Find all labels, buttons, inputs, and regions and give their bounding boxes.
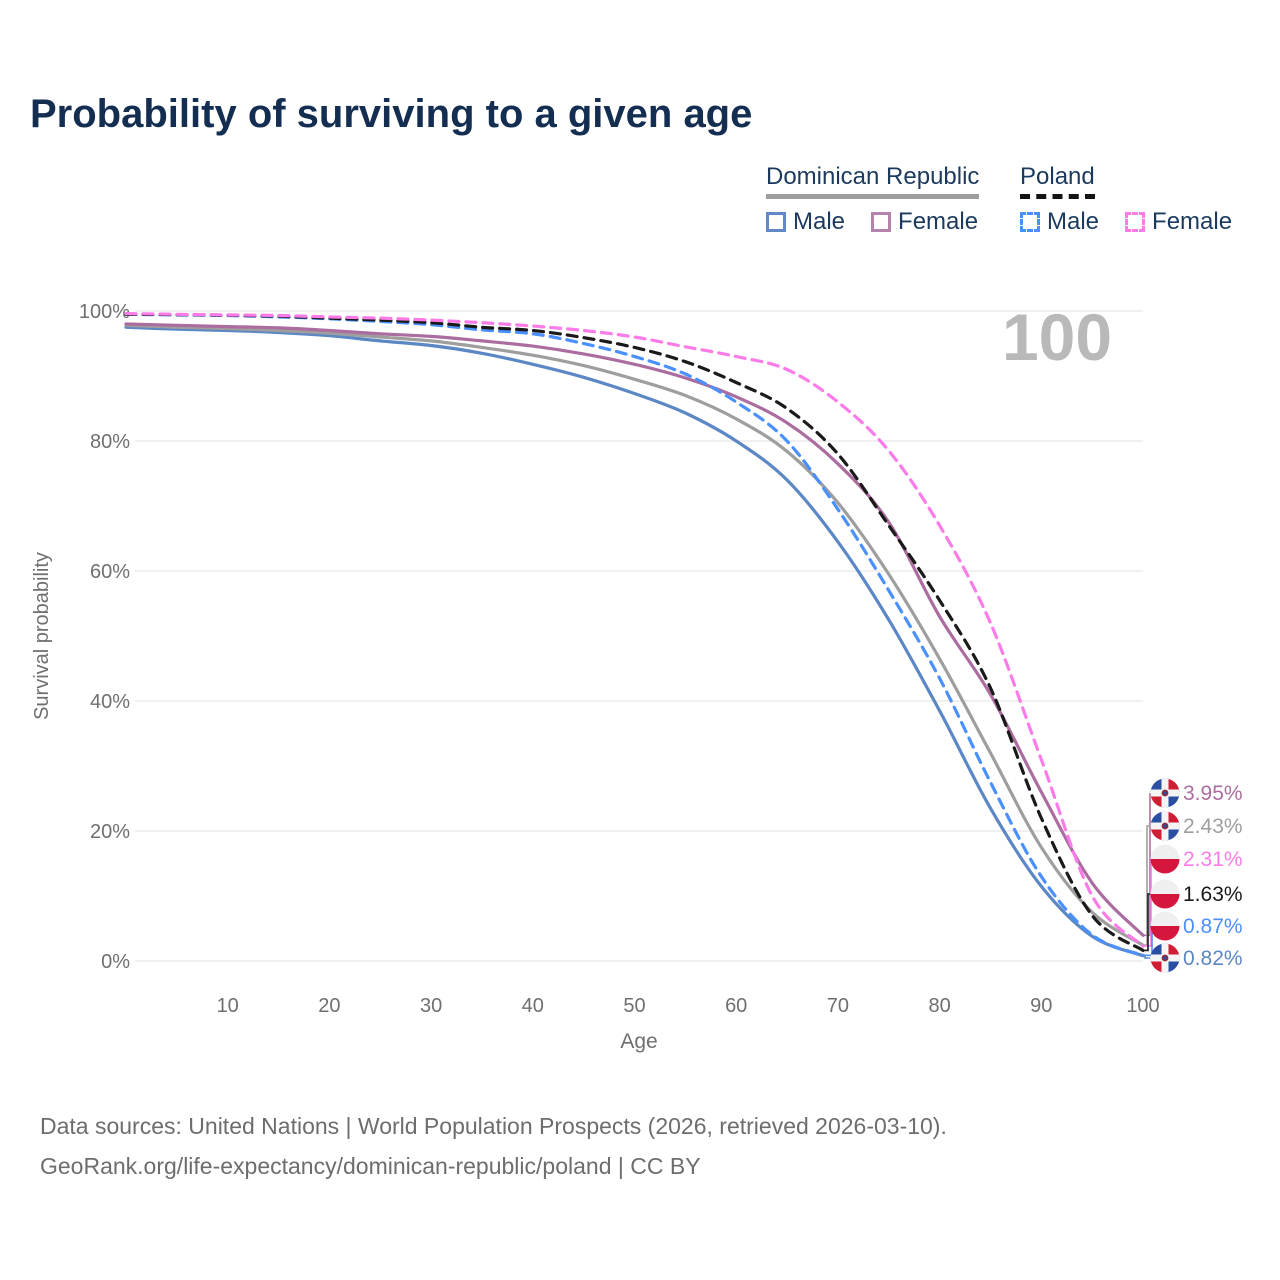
end-label-connectors: [1143, 793, 1153, 959]
survival-curve-poland-male: [124, 312, 1145, 957]
page-title: Probability of surviving to a given age: [30, 92, 753, 136]
x-tick-label: 20: [318, 995, 340, 1017]
x-tick-label: 30: [420, 995, 442, 1017]
end-value-label: 2.43%: [1183, 815, 1243, 838]
survival-curve-poland-female: [124, 312, 1145, 948]
legend-item-dr-female: Female: [871, 208, 978, 236]
connector-line: [1143, 893, 1150, 952]
line-swatch-icon: [766, 212, 786, 232]
poland-flag-icon: [1150, 879, 1180, 909]
end-label-flags: [1150, 778, 1180, 973]
legend-country-label: Dominican Republic: [766, 163, 980, 199]
legend-item-pl-male: Male: [1020, 208, 1099, 236]
x-axis-tick-labels: 10 20 30 40 50 60 70 80 90 100: [217, 995, 1160, 1017]
y-tick-label: 0%: [101, 951, 130, 973]
dominican-republic-flag-icon: [1150, 943, 1180, 973]
x-tick-label: 70: [827, 995, 849, 1017]
x-tick-label: 100: [1126, 995, 1159, 1017]
dominican-republic-flag-icon: [1150, 811, 1180, 841]
legend-item-pl-female: Female: [1125, 208, 1232, 236]
end-value-label: 2.31%: [1183, 848, 1243, 871]
legend-item-label: Female: [898, 208, 979, 235]
end-value-label: 1.63%: [1183, 883, 1243, 906]
survival-curve-poland-both: [124, 312, 1145, 952]
poland-flag-icon: [1150, 844, 1180, 874]
footer-data-sources: Data sources: United Nations | World Pop…: [40, 1113, 947, 1139]
connector-line: [1143, 825, 1150, 947]
survival-curve-dominican-republic-both: [124, 323, 1145, 947]
end-value-label: 0.82%: [1183, 947, 1243, 970]
x-tick-label: 10: [217, 995, 239, 1017]
survival-curve-dominican-republic-male: [124, 325, 1145, 958]
legend-group-dominican-republic: Dominican Republic Male Female: [766, 163, 980, 236]
end-value-label: 3.95%: [1183, 782, 1243, 805]
y-tick-label: 80%: [90, 431, 130, 453]
watermark-age-100: 100: [1002, 300, 1112, 374]
line-swatch-icon: [1020, 212, 1040, 232]
poland-flag-icon: [1150, 911, 1180, 941]
end-value-label: 0.87%: [1183, 915, 1243, 938]
survival-curves: [124, 312, 1145, 958]
legend-item-dr-male: Male: [766, 208, 845, 236]
y-axis-tick-labels: 0% 20% 40% 60% 80% 100%: [79, 301, 130, 973]
legend-item-label: Female: [1152, 208, 1233, 235]
x-tick-label: 90: [1030, 995, 1052, 1017]
y-tick-label: 40%: [90, 691, 130, 713]
legend: Dominican Republic Male Female Poland Ma…: [0, 163, 1280, 243]
y-axis-title: Survival probability: [31, 552, 53, 720]
legend-item-label: Male: [1047, 208, 1100, 235]
footer: Data sources: United Nations | World Pop…: [40, 1106, 947, 1187]
gridlines: [135, 310, 1143, 962]
line-swatch-icon: [1125, 212, 1146, 232]
dominican-republic-flag-icon: [1150, 778, 1180, 808]
connector-line: [1143, 954, 1150, 959]
y-tick-label: 60%: [90, 561, 130, 583]
connector-line: [1143, 793, 1151, 937]
x-axis-title: Age: [620, 1030, 657, 1053]
legend-group-poland: Poland Male Female: [1020, 163, 1232, 236]
y-tick-label: 100%: [79, 301, 130, 323]
legend-country-label: Poland: [1020, 163, 1095, 199]
line-swatch-icon: [871, 212, 892, 232]
x-tick-label: 50: [623, 995, 645, 1017]
x-tick-label: 60: [725, 995, 747, 1017]
footer-attribution: GeoRank.org/life-expectancy/dominican-re…: [40, 1153, 701, 1180]
legend-item-label: Male: [793, 208, 846, 235]
y-tick-label: 20%: [90, 821, 130, 843]
x-tick-label: 80: [928, 995, 950, 1017]
survival-curve-dominican-republic-female: [124, 322, 1145, 937]
end-value-labels: 3.95% 2.43% 2.31% 1.63% 0.87% 0.82%: [1183, 782, 1243, 970]
x-tick-label: 40: [522, 995, 544, 1017]
